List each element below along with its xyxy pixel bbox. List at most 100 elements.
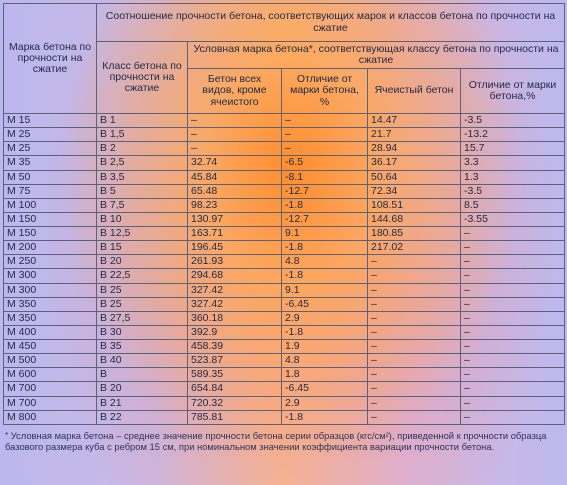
cell-class: В 21 — [96, 395, 188, 411]
cell-mark: М 150 — [3, 211, 97, 228]
cell-class: В 35 — [96, 338, 188, 355]
cell-diff-1: 4.8 — [281, 353, 368, 369]
header-top-group: Соотношение прочности бетона, соответств… — [95, 3, 566, 42]
table-row: М 15 В 1– –14.47 -3.5 — [3, 112, 566, 129]
cell-cellular: 180.85 — [367, 225, 461, 242]
cell-class: В 30 — [96, 324, 188, 341]
cell-cellular: 50.64 — [367, 169, 461, 185]
cell-class: В — [96, 367, 188, 383]
concrete-strength-table: Марка бетона по прочности на сжатие Соот… — [3, 3, 566, 426]
cell-class: В 2 — [96, 141, 188, 157]
cell-all-types: 327.42 — [187, 296, 282, 312]
footnote-star: * — [5, 431, 9, 440]
cell-cellular: 14.47 — [367, 112, 461, 129]
cell-class: В 20 — [96, 254, 188, 270]
cell-diff-2: – — [459, 409, 566, 426]
cell-diff-2: – — [459, 310, 566, 326]
cell-class: В 22,5 — [96, 268, 188, 284]
table-row: М 250 В 20 261.93 4.8– – — [3, 254, 566, 270]
cell-diff-2: – — [459, 296, 566, 312]
cell-cellular: – — [367, 367, 461, 383]
cell-cellular: – — [367, 324, 461, 341]
table-body: М 15 В 1– –14.47 -3.5 М 25 В 1,5– –21.7 -13.2 М … — [3, 112, 566, 426]
table-row: М 400 В 30 392.9 -1.8– – — [3, 324, 566, 341]
cell-diff-1: -6.45 — [281, 296, 368, 312]
cell-diff-2: – — [459, 367, 566, 383]
cell-all-types: 45.84 — [187, 169, 282, 185]
table-row: М 450 В 35 458.39 1.9– – — [3, 338, 566, 355]
cell-diff-1: – — [281, 141, 368, 157]
cell-diff-1: 2.9 — [281, 310, 368, 326]
cell-all-types: 654.84 — [187, 381, 282, 397]
cell-mark: М 25 — [3, 127, 97, 143]
cell-diff-1: – — [281, 127, 368, 143]
cell-mark: М 300 — [3, 282, 97, 298]
cell-all-types: 360.18 — [187, 310, 282, 326]
cell-class: В 1,5 — [96, 127, 188, 143]
cell-diff-1: -12.7 — [281, 211, 368, 228]
cell-cellular: 144.68 — [367, 211, 461, 228]
cell-diff-1: 1.8 — [281, 367, 368, 383]
cell-mark: М 800 — [3, 409, 97, 426]
cell-mark: М 600 — [3, 367, 97, 383]
cell-cellular: – — [367, 268, 461, 284]
cell-diff-1: 9.1 — [281, 282, 368, 298]
table-row: М 35 В 2,5 32.74 -6.5 36.17 3.3 — [3, 155, 566, 171]
cell-mark: М 35 — [3, 155, 97, 171]
cell-diff-2: – — [459, 381, 566, 397]
cell-all-types: 392.9 — [187, 324, 282, 341]
cell-diff-1: -1.8 — [281, 409, 368, 426]
cell-mark: М 100 — [3, 197, 97, 213]
cell-all-types: 32.74 — [187, 155, 282, 171]
table-row: М 350 В 27,5 360.18 2.9– – — [3, 310, 566, 326]
header-diff-2: Отличие от марки бетона,% — [459, 68, 566, 114]
cell-all-types: – — [187, 112, 282, 129]
cell-diff-1: 4.8 — [281, 254, 368, 270]
cell-diff-2: -3.55 — [459, 211, 566, 228]
table-row: М 350 В 25 327.42 -6.45– – — [3, 296, 566, 312]
cell-mark: М 400 — [3, 324, 97, 341]
cell-diff-2: – — [459, 353, 566, 369]
header-conditional-group: Условная марка бетона*, соответствующая … — [186, 41, 566, 69]
table-row: М 800 В 22 785.81 -1.8– – — [3, 409, 566, 426]
cell-diff-2: – — [459, 338, 566, 355]
cell-mark: М 700 — [3, 381, 97, 397]
cell-all-types: 720.32 — [187, 395, 282, 411]
cell-mark: М 450 — [3, 338, 97, 355]
cell-cellular: – — [367, 409, 461, 426]
table-row: М 500 В 40 523.87 4.8– – — [3, 353, 566, 369]
table-row: М 300 В 25 327.42 9.1– – — [3, 282, 566, 298]
cell-mark: М 200 — [3, 240, 97, 256]
cell-all-types: – — [187, 127, 282, 143]
cell-class: В 12,5 — [96, 225, 188, 242]
cell-cellular: 108.51 — [367, 197, 461, 213]
cell-cellular: 217.02 — [367, 240, 461, 256]
cell-class: В 10 — [96, 211, 188, 228]
table-row: М 300 В 22,5 294.68 -1.8– – — [3, 268, 566, 284]
cell-diff-1: -8.1 — [281, 169, 368, 185]
cell-cellular: – — [367, 381, 461, 397]
header-cellular: Ячеистый бетон — [367, 68, 461, 114]
cell-class: В 7,5 — [96, 197, 188, 213]
header-class: Класс бетона по прочности на сжатие — [96, 41, 188, 114]
footnote: * Условная марка бетона – среднее значен… — [5, 430, 557, 452]
cell-diff-1: -6.5 — [281, 155, 368, 171]
cell-diff-1: -1.8 — [281, 268, 368, 284]
cell-mark: М 250 — [3, 254, 97, 270]
cell-mark: М 350 — [3, 296, 97, 312]
cell-cellular: – — [367, 282, 461, 298]
cell-all-types: 65.48 — [187, 183, 282, 199]
cell-diff-1: -1.8 — [281, 324, 368, 341]
cell-all-types: 163.71 — [187, 225, 282, 242]
cell-mark: М 700 — [3, 395, 97, 411]
cell-class: В 25 — [96, 282, 188, 298]
cell-all-types: 294.68 — [187, 268, 282, 284]
cell-diff-2: -13.2 — [459, 127, 566, 143]
header-diff-1: Отличие от марки бетона, % — [281, 68, 368, 114]
header-mark: Марка бетона по прочности на сжатие — [3, 3, 97, 114]
cell-diff-2: – — [459, 324, 566, 341]
footnote-text: Условная марка бетона – среднее значение… — [5, 430, 547, 452]
cell-mark: М 500 — [3, 353, 97, 369]
cell-all-types: 785.81 — [187, 409, 282, 426]
cell-class: В 2,5 — [96, 155, 188, 171]
